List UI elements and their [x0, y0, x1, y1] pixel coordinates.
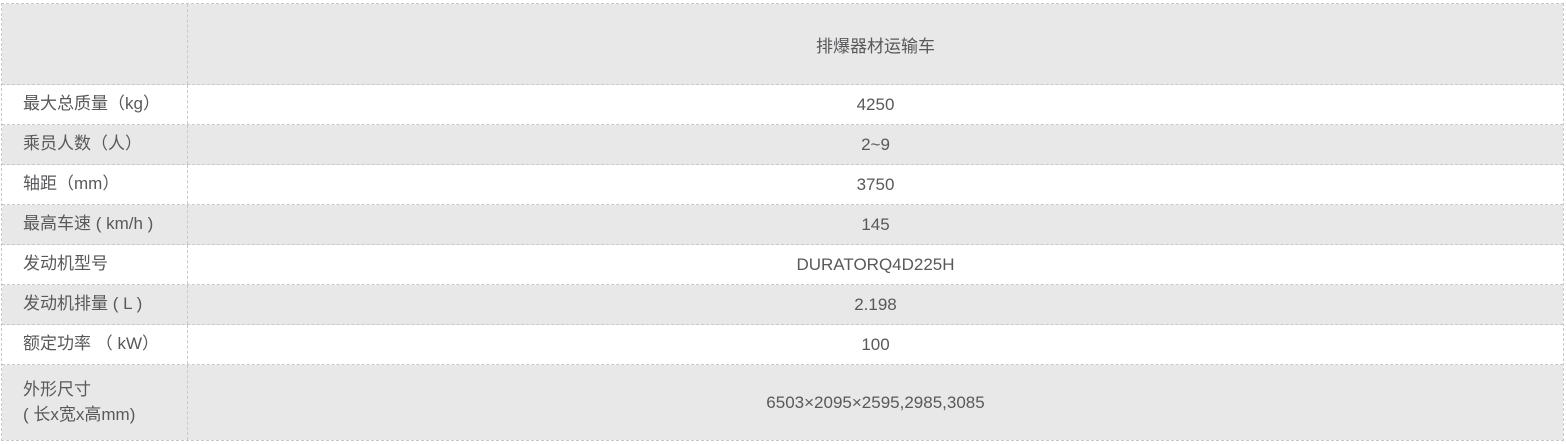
table-row: 最高车速 ( km/h ) 145 — [2, 205, 1563, 245]
vehicle-spec-table: 排爆器材运输车 最大总质量（kg） 4250 乘员人数（人） 2~9 轴距（mm） 375… — [1, 3, 1564, 441]
table-header-row: 排爆器材运输车 — [2, 4, 1563, 85]
spec-label: 发动机排量 ( L ) — [2, 285, 188, 324]
spec-label: 额定功率 （ kW） — [2, 325, 188, 364]
header-empty-cell — [2, 4, 188, 84]
spec-value: 3750 — [856, 174, 895, 194]
spec-value: 4250 — [856, 94, 895, 114]
table-row: 额定功率 （ kW） 100 — [2, 325, 1563, 365]
spec-value: 145 — [861, 214, 890, 234]
spec-label: 轴距（mm） — [2, 165, 188, 204]
table-row: 最大总质量（kg） 4250 — [2, 85, 1563, 125]
spec-value: DURATORQ4D225H — [796, 254, 955, 274]
spec-value: 2~9 — [861, 134, 890, 154]
spec-label: 乘员人数（人） — [2, 125, 188, 164]
spec-label: 发动机型号 — [2, 245, 188, 284]
spec-label: 外形尺寸 ( 长x宽x高mm) — [2, 365, 188, 440]
table-row: 轴距（mm） 3750 — [2, 165, 1563, 205]
spec-value: 100 — [861, 334, 890, 354]
table-row: 发动机排量 ( L ) 2.198 — [2, 285, 1563, 325]
table-row: 外形尺寸 ( 长x宽x高mm) 6503×2095×2595,2985,3085 — [2, 365, 1563, 440]
spec-value: 2.198 — [854, 294, 897, 314]
table-row: 乘员人数（人） 2~9 — [2, 125, 1563, 165]
table-title: 排爆器材运输车 — [816, 36, 935, 56]
table-body: 最大总质量（kg） 4250 乘员人数（人） 2~9 轴距（mm） 3750 最高车速 ( … — [2, 85, 1563, 440]
spec-label: 最大总质量（kg） — [2, 85, 188, 124]
spec-value: 6503×2095×2595,2985,3085 — [766, 392, 985, 412]
table-row: 发动机型号 DURATORQ4D225H — [2, 245, 1563, 285]
spec-label: 最高车速 ( km/h ) — [2, 205, 188, 244]
